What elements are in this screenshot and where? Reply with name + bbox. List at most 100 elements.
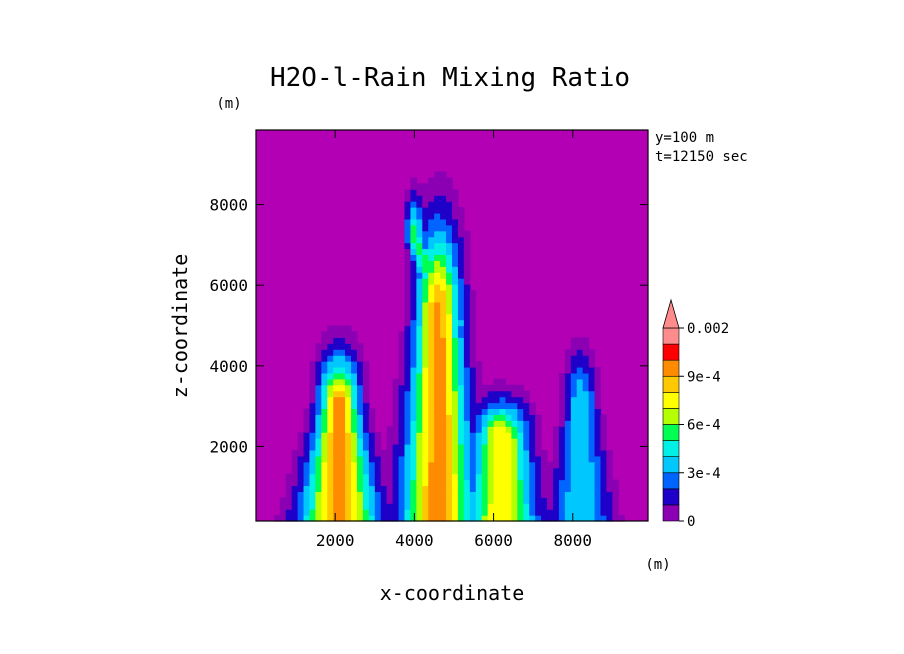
field-cell <box>463 325 471 333</box>
field-cell <box>422 278 429 285</box>
field-cell <box>404 372 412 380</box>
field-cell <box>469 491 477 498</box>
field-cell <box>469 337 477 344</box>
field-cell <box>558 414 566 421</box>
field-cell <box>351 449 358 457</box>
field-cell <box>315 485 322 492</box>
field-cell <box>345 426 352 433</box>
field-cell <box>351 366 358 374</box>
field-cell <box>452 443 459 451</box>
field-cell <box>327 366 334 374</box>
field-cell <box>297 432 305 439</box>
field-cell <box>303 449 311 457</box>
field-cell <box>457 366 465 374</box>
field-cell <box>404 331 412 338</box>
field-cell <box>422 426 429 433</box>
field-cell <box>410 295 417 303</box>
field-cell <box>452 289 459 297</box>
field-cell <box>600 420 608 427</box>
field-cell <box>505 402 512 410</box>
field-cell <box>452 272 459 279</box>
field-cell <box>333 372 340 380</box>
field-cell <box>576 491 584 498</box>
field-cell <box>463 455 471 463</box>
field-cell <box>416 331 423 338</box>
field-cell <box>392 491 400 498</box>
field-cell <box>606 473 613 481</box>
field-cell <box>452 420 459 427</box>
field-cell <box>321 497 328 504</box>
field-cell <box>463 230 471 238</box>
field-cell <box>452 207 459 214</box>
field-cell <box>428 438 435 445</box>
field-cell <box>558 467 566 475</box>
field-cell <box>452 485 459 492</box>
field-cell <box>398 420 406 427</box>
field-cell <box>392 467 400 475</box>
field-cell <box>434 473 441 481</box>
field-cell <box>452 473 459 481</box>
field-cell <box>404 337 412 344</box>
field-cell <box>434 396 441 404</box>
field-cell <box>392 485 400 492</box>
field-cell <box>434 319 441 327</box>
colorbar-bin <box>662 488 680 506</box>
field-cell <box>564 390 572 398</box>
colorbar-tick-label: 6e-4 <box>687 418 721 434</box>
field-cell <box>481 461 489 469</box>
field-cell <box>291 467 299 475</box>
field-cell <box>404 438 412 445</box>
field-cell <box>416 295 423 303</box>
field-cell <box>511 491 518 498</box>
field-cell <box>463 479 471 487</box>
field-cell <box>558 420 566 427</box>
field-cell <box>493 455 501 463</box>
field-cell <box>564 449 572 457</box>
field-cell <box>499 390 507 398</box>
field-cell <box>570 366 578 374</box>
field-cell <box>446 266 453 273</box>
field-cell <box>315 503 322 510</box>
field-cell <box>404 515 412 522</box>
field-cell <box>321 414 328 421</box>
field-cell <box>446 485 453 492</box>
field-cell <box>457 207 465 214</box>
field-cell <box>321 455 328 463</box>
field-cell <box>362 515 370 522</box>
field-cell <box>457 248 465 255</box>
field-cell <box>404 319 412 327</box>
field-cell <box>511 443 518 451</box>
field-cell <box>535 467 542 475</box>
field-cell <box>547 509 554 516</box>
field-cell <box>452 408 459 415</box>
field-cell <box>576 355 584 362</box>
field-cell <box>446 218 453 226</box>
field-cell <box>600 426 608 433</box>
field-cell <box>505 491 512 498</box>
field-cell <box>505 515 512 522</box>
field-cell <box>327 449 334 457</box>
field-cell <box>564 408 572 415</box>
field-cell <box>434 284 441 291</box>
field-cell <box>588 384 596 392</box>
field-cell <box>582 337 590 344</box>
field-cell <box>487 497 495 504</box>
field-cell <box>345 337 352 344</box>
field-cell <box>558 449 566 457</box>
field-cell <box>576 467 584 475</box>
field-cell <box>321 402 328 410</box>
field-cell <box>499 455 507 463</box>
field-cell <box>291 503 299 510</box>
field-cell <box>552 485 560 492</box>
field-cell <box>356 361 364 368</box>
field-cell <box>505 420 512 427</box>
field-cell <box>564 515 572 522</box>
field-cell <box>606 491 613 498</box>
field-cell <box>351 438 358 445</box>
field-cell <box>422 254 429 261</box>
field-cell <box>410 189 417 196</box>
field-cell <box>434 349 441 356</box>
field-cell <box>351 343 358 350</box>
field-cell <box>469 408 477 415</box>
field-cell <box>428 449 435 457</box>
